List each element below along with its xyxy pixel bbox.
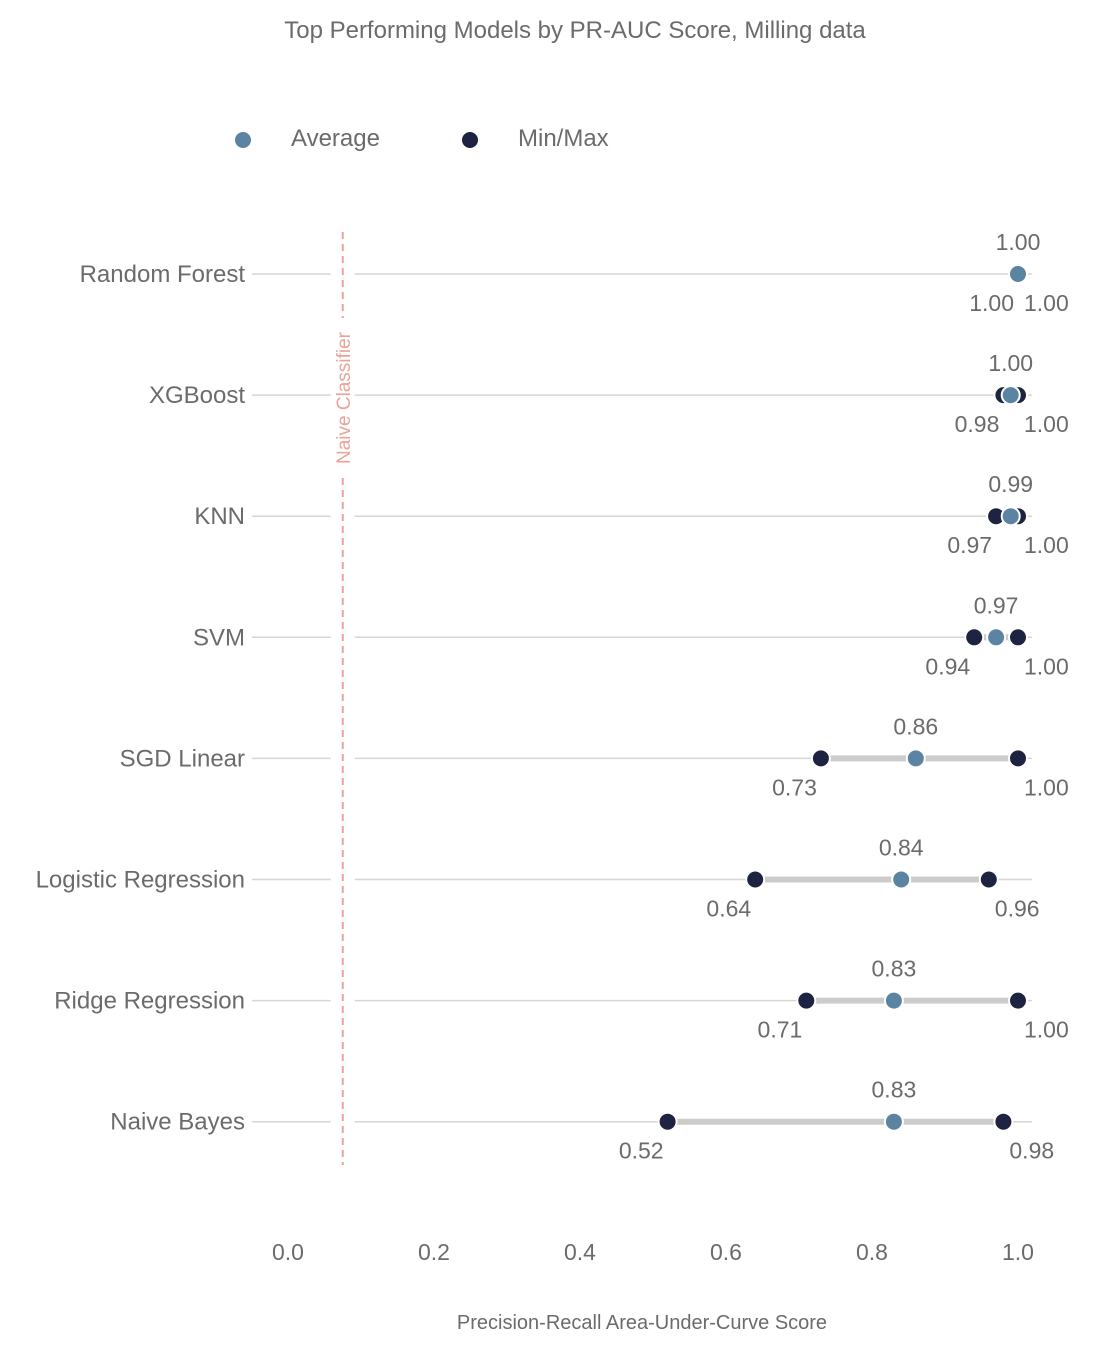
- average-point: [883, 1111, 904, 1132]
- category-label: SVM: [193, 624, 245, 651]
- x-axis-title: Precision-Recall Area-Under-Curve Score: [457, 1312, 827, 1334]
- category-label: XGBoost: [149, 382, 245, 409]
- min-value-label: 0.52: [619, 1138, 664, 1164]
- max-point: [1008, 748, 1028, 769]
- average-value-label: 1.00: [988, 350, 1033, 376]
- legend: Average Min/Max: [233, 125, 609, 152]
- legend-minmax-marker: [460, 130, 480, 150]
- min-point: [964, 627, 985, 648]
- average-value-label: 0.83: [872, 1077, 917, 1103]
- category-label: SGD Linear: [120, 745, 245, 772]
- data-points: [657, 264, 1028, 1132]
- average-point: [1000, 506, 1021, 527]
- max-value-label: 1.00: [1024, 1017, 1069, 1043]
- naive-classifier-label: Naive Classifier: [334, 331, 355, 464]
- x-tick-label: 0.4: [564, 1239, 596, 1265]
- category-labels: Random Forest XGBoost KNN SVM SGD Linear Logi…: [36, 261, 246, 1136]
- min-point: [657, 1111, 678, 1132]
- average-value-label: 0.86: [893, 713, 938, 739]
- max-value-label: 1.00: [1024, 774, 1069, 800]
- min-value-label: 0.97: [947, 532, 992, 558]
- x-tick-label: 0.0: [272, 1239, 304, 1265]
- max-value-label: 1.00: [1024, 411, 1069, 437]
- average-point: [891, 869, 912, 890]
- min-value-label: 0.98: [955, 411, 1000, 437]
- min-point: [796, 990, 817, 1011]
- x-tick-label: 0.8: [856, 1239, 888, 1265]
- x-axis-ticks: 0.0 0.2 0.4 0.6 0.8 1.0: [272, 1239, 1034, 1265]
- range-bars: [664, 271, 1021, 1125]
- x-tick-label: 1.0: [1002, 1239, 1034, 1265]
- category-label: Naive Bayes: [110, 1109, 245, 1136]
- average-point: [883, 990, 904, 1011]
- legend-minmax-label: Min/Max: [518, 125, 609, 152]
- chart-title: Top Performing Models by PR-AUC Score, M…: [284, 17, 866, 44]
- average-value-label: 0.83: [872, 956, 917, 982]
- naive-classifier-reference: Naive Classifier: [334, 232, 355, 1165]
- value-labels: 1.00 1.00 1.00 1.00 0.98 1.00 0.99 0.97 1.00 0.97…: [619, 229, 1069, 1164]
- category-label: Random Forest: [80, 261, 246, 288]
- min-value-label: 0.73: [772, 774, 817, 800]
- average-value-label: 0.97: [974, 592, 1019, 618]
- average-value-label: 1.00: [996, 229, 1041, 255]
- max-value-label: 1.00: [1024, 532, 1069, 558]
- category-label: KNN: [194, 503, 245, 530]
- average-point: [1008, 264, 1028, 284]
- category-label: Logistic Regression: [36, 867, 245, 894]
- average-value-label: 0.84: [879, 835, 924, 861]
- max-point: [978, 869, 999, 890]
- max-point: [1008, 627, 1028, 648]
- legend-average-marker: [233, 130, 253, 150]
- average-value-label: 0.99: [988, 471, 1033, 497]
- min-value-label: 1.00: [969, 290, 1014, 316]
- x-tick-label: 0.6: [710, 1239, 742, 1265]
- min-value-label: 0.64: [706, 896, 751, 922]
- min-point: [745, 869, 766, 890]
- min-value-label: 0.71: [758, 1017, 803, 1043]
- max-point: [1008, 990, 1028, 1011]
- average-point: [986, 627, 1007, 648]
- min-point: [810, 748, 831, 769]
- average-point: [905, 748, 926, 769]
- average-point: [1000, 385, 1021, 406]
- max-value-label: 1.00: [1024, 290, 1069, 316]
- max-value-label: 0.98: [1009, 1138, 1054, 1164]
- max-value-label: 0.96: [995, 896, 1040, 922]
- min-value-label: 0.94: [925, 653, 970, 679]
- x-tick-label: 0.2: [418, 1239, 450, 1265]
- legend-average-label: Average: [291, 125, 380, 152]
- max-value-label: 1.00: [1024, 653, 1069, 679]
- max-point: [993, 1111, 1014, 1132]
- row-guide-lines: [252, 273, 1032, 1123]
- category-label: Ridge Regression: [54, 988, 245, 1015]
